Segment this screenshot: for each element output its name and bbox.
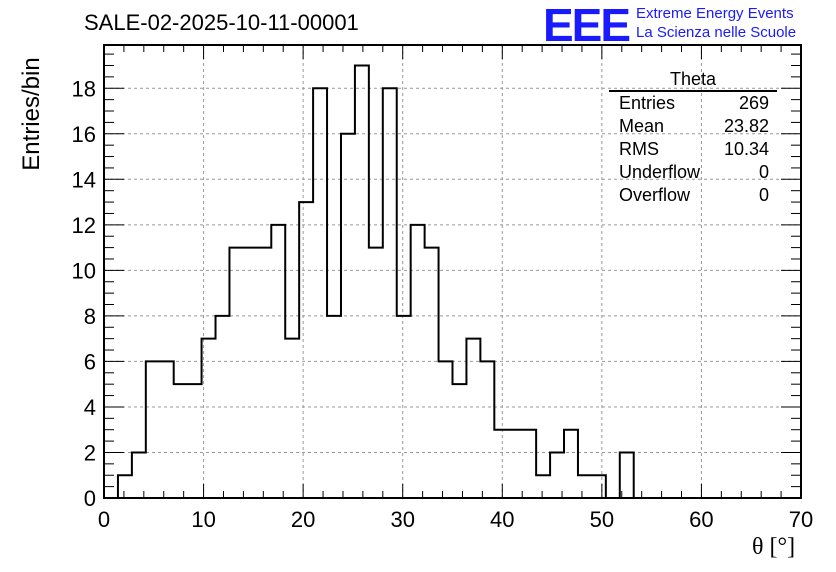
y-tick-label: 4 — [84, 395, 96, 420]
histogram-bin — [383, 88, 397, 498]
x-tick-label: 50 — [590, 507, 614, 532]
histogram-outline — [116, 64, 635, 499]
logo-line-2: La Scienza nelle Scuole — [636, 24, 797, 41]
x-tick-label: 30 — [390, 507, 414, 532]
y-tick-label: 2 — [84, 440, 96, 465]
stats-row: Overflow 0 — [609, 184, 777, 207]
histogram-bin — [285, 339, 299, 498]
histogram-bin — [216, 316, 230, 498]
histogram-bin — [453, 384, 467, 498]
logo-line-1: Extreme Energy Events — [636, 5, 794, 22]
y-tick-label: 12 — [72, 213, 96, 238]
y-tick-label: 0 — [84, 486, 96, 511]
stats-label: Mean — [619, 116, 665, 136]
eee-logo: EEE — [543, 0, 631, 51]
histogram-bin — [188, 384, 202, 498]
stats-box: Theta Entries 269 Mean 23.82 RMS 10.34 Unde… — [609, 68, 777, 207]
histogram-bin — [536, 475, 550, 498]
histogram-bin — [118, 475, 132, 498]
histogram-bin — [578, 475, 592, 498]
stats-label: Overflow — [619, 185, 691, 205]
histogram-bin — [494, 430, 508, 498]
plot-frame — [103, 44, 802, 499]
stats-row: Underflow 0 — [609, 161, 777, 184]
y-tick-label: 14 — [72, 167, 96, 192]
histogram-bin — [425, 248, 439, 498]
stats-label: RMS — [619, 139, 659, 159]
histogram-bin — [508, 430, 522, 498]
stats-row: RMS 10.34 — [609, 138, 777, 161]
stats-value: 0 — [758, 185, 769, 205]
histogram-bin — [146, 361, 160, 498]
tick-labels: 0 10 20 30 40 50 60 70 0 2 4 6 8 10 12 14 16 18 — [72, 76, 814, 532]
x-tick-label: 10 — [191, 507, 215, 532]
x-tick-label: 20 — [291, 507, 315, 532]
stats-row: Mean 23.82 — [609, 115, 777, 138]
histogram-bin — [160, 361, 174, 498]
histogram-bin — [313, 88, 327, 498]
histogram-bin — [369, 248, 383, 498]
histogram-bin — [522, 430, 536, 498]
x-tick-label: 70 — [789, 507, 813, 532]
stats-value: 269 — [738, 93, 769, 113]
histogram-bin — [439, 361, 453, 498]
stats-value: 23.82 — [723, 116, 769, 136]
histogram-bin — [243, 248, 257, 498]
x-tick-label: 40 — [490, 507, 514, 532]
stats-label: Entries — [619, 93, 676, 113]
x-tick-label: 0 — [98, 507, 110, 532]
stats-title: Theta — [609, 68, 777, 92]
stats-row: Entries 269 — [609, 92, 777, 115]
logo-caption: Extreme Energy Events La Scienza nelle S… — [636, 4, 796, 42]
y-tick-label: 10 — [72, 258, 96, 283]
histogram-bin — [592, 475, 606, 498]
y-axis-label: Entries/bin — [18, 57, 45, 171]
stats-value: 10.34 — [723, 139, 769, 159]
histogram-bin — [229, 248, 243, 498]
axis-ticks — [103, 45, 802, 499]
y-tick-label: 16 — [72, 122, 96, 147]
x-tick-label: 60 — [689, 507, 713, 532]
y-tick-label: 6 — [84, 349, 96, 374]
histogram-bin — [355, 65, 369, 498]
chart-title: SALE-02-2025-10-11-00001 — [84, 10, 359, 35]
stats-value: 0 — [758, 162, 769, 182]
x-axis-label: θ [°] — [752, 534, 796, 560]
histogram-bin — [466, 339, 480, 498]
histogram-bin — [257, 248, 271, 498]
y-tick-label: 18 — [72, 76, 96, 101]
histogram-bin — [480, 361, 494, 498]
histogram-bin — [564, 430, 578, 498]
histogram-bars — [116, 64, 635, 499]
histogram-bin — [174, 384, 188, 498]
stats-label: Underflow — [619, 162, 701, 182]
y-tick-label: 8 — [84, 304, 96, 329]
histogram-bin — [299, 202, 313, 498]
